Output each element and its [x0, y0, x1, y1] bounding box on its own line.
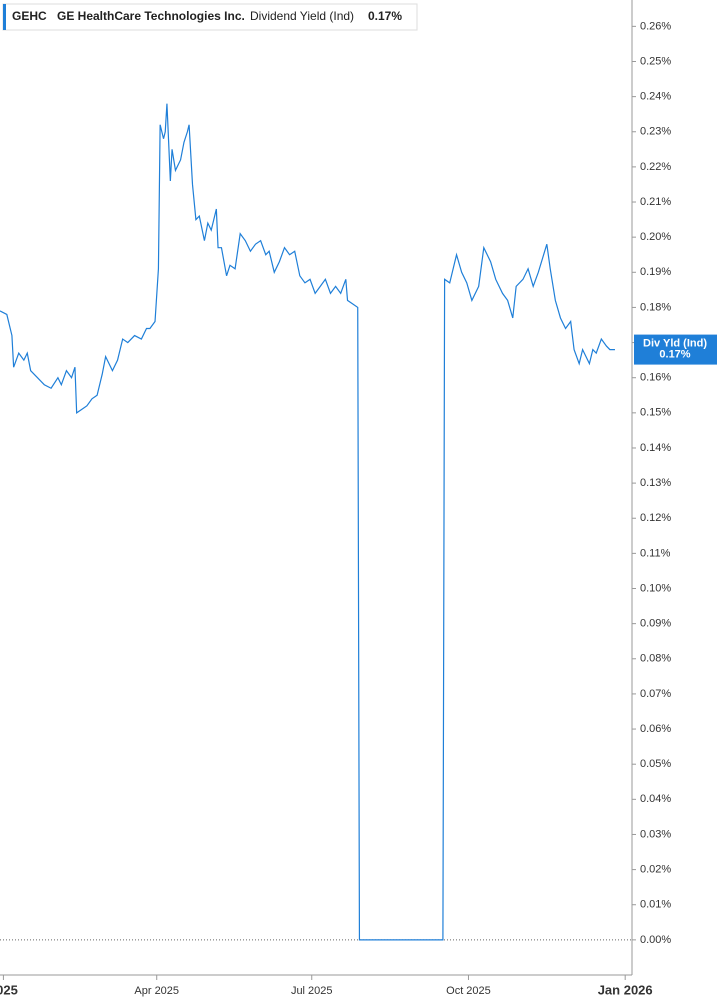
- y-tick-label: 0.00%: [640, 934, 671, 946]
- y-tick-label: 0.20%: [640, 231, 671, 243]
- y-tick-label: 0.01%: [640, 899, 671, 911]
- y-tick-label: 0.15%: [640, 407, 671, 419]
- x-tick-label: Jan 2026: [598, 982, 653, 997]
- badge-value: 0.17%: [659, 349, 690, 361]
- badge-label: Div Yld (Ind): [643, 338, 707, 350]
- metric: Dividend Yield (Ind): [250, 9, 354, 23]
- badge-box: [634, 334, 717, 365]
- y-tick-label: 0.23%: [640, 126, 671, 138]
- y-tick-label: 0.14%: [640, 442, 671, 454]
- y-tick-label: 0.16%: [640, 372, 671, 384]
- last-value: 0.17%: [368, 9, 402, 23]
- y-tick-label: 0.08%: [640, 653, 671, 665]
- y-tick-label: 0.21%: [640, 196, 671, 208]
- y-tick-label: 0.24%: [640, 91, 671, 103]
- y-tick-label: 0.07%: [640, 688, 671, 700]
- y-tick-label: 0.10%: [640, 582, 671, 594]
- data-line: [0, 103, 615, 941]
- y-tick-label: 0.06%: [640, 723, 671, 735]
- x-tick-label: Oct 2025: [446, 985, 491, 997]
- y-tick-label: 0.04%: [640, 793, 671, 805]
- x-tick-label: Jul 2025: [291, 985, 333, 997]
- y-tick-label: 0.19%: [640, 266, 671, 278]
- header: GEHC GE HealthCare Technologies Inc. Div…: [2, 3, 418, 31]
- y-tick-label: 0.12%: [640, 512, 671, 524]
- y-tick-label: 0.05%: [640, 758, 671, 770]
- y-tick-label: 0.09%: [640, 618, 671, 630]
- y-tick-label: 0.11%: [640, 547, 671, 559]
- y-tick-label: 0.25%: [640, 55, 671, 67]
- y-tick-label: 0.03%: [640, 828, 671, 840]
- x-tick-label: 2025: [0, 982, 18, 997]
- company: GE HealthCare Technologies Inc.: [57, 9, 245, 23]
- y-tick-label: 0.18%: [640, 301, 671, 313]
- y-tick-label: 0.26%: [640, 20, 671, 32]
- x-tick-label: Apr 2025: [134, 985, 179, 997]
- ticker: GEHC: [12, 9, 47, 23]
- y-tick-label: 0.02%: [640, 864, 671, 876]
- y-tick-label: 0.13%: [640, 477, 671, 489]
- y-tick-label: 0.22%: [640, 161, 671, 173]
- header-marker: [3, 4, 6, 30]
- badge: Div Yld (Ind) 0.17%: [634, 334, 717, 365]
